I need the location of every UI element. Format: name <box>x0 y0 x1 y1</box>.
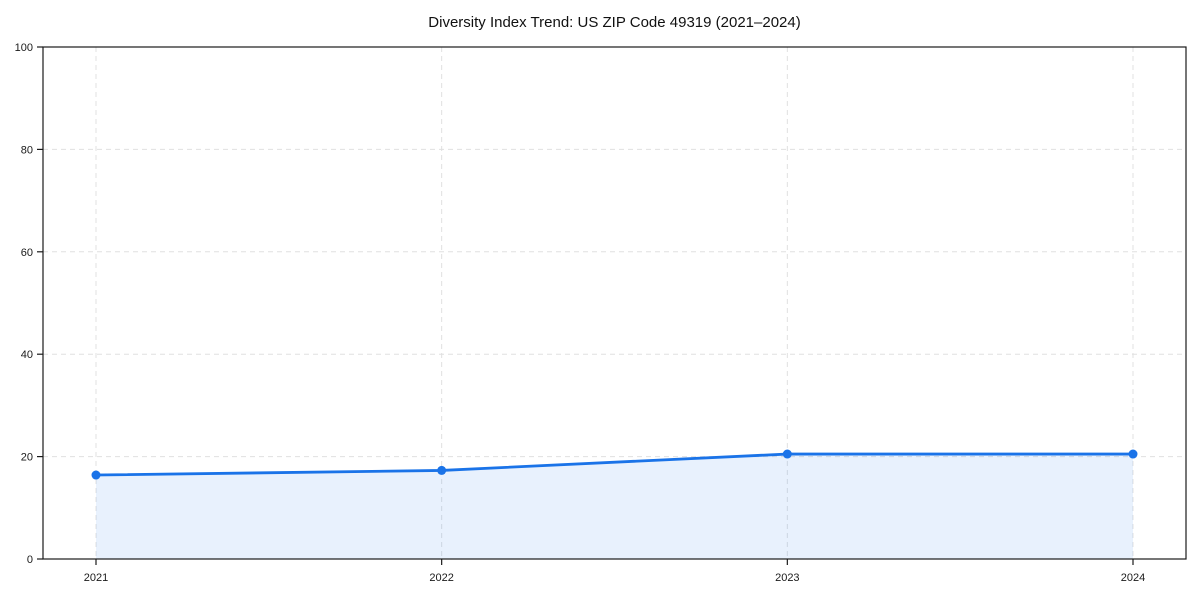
data-point-2022 <box>437 465 447 475</box>
x-axis-tick-label: 2023 <box>775 572 799 584</box>
data-point-2024 <box>1128 449 1138 459</box>
y-axis-tick-label: 40 <box>21 349 33 361</box>
y-axis-tick-label: 80 <box>21 144 33 156</box>
chart-title: Diversity Index Trend: US ZIP Code 49319… <box>428 14 801 31</box>
area-fill <box>96 454 1133 559</box>
plot-border <box>42 46 1187 560</box>
y-axis-tick-label: 100 <box>15 42 33 54</box>
x-axis-tick-label: 2021 <box>84 572 108 584</box>
x-axis-tick-label: 2024 <box>1121 572 1145 584</box>
data-point-2023 <box>782 449 792 459</box>
y-axis-tick-label: 0 <box>27 554 33 566</box>
trend-line <box>94 452 1135 477</box>
y-axis-tick-label: 20 <box>21 452 33 464</box>
y-axis-tick-label: 60 <box>21 247 33 259</box>
data-point-2021 <box>91 470 101 480</box>
x-axis-tick-label: 2022 <box>429 572 453 584</box>
